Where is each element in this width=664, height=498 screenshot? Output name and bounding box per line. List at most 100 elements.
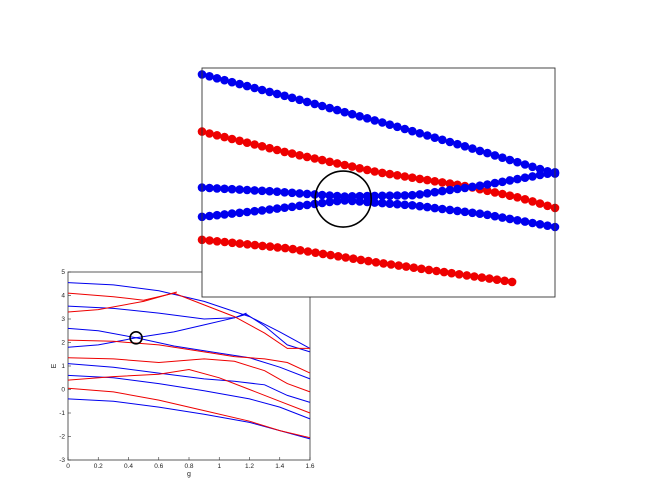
inset-dot (379, 259, 388, 268)
inset-dot (498, 189, 507, 199)
inset-dot (470, 272, 479, 281)
inset-dot (483, 148, 492, 158)
inset-dot (310, 190, 320, 199)
inset-dot (400, 172, 410, 181)
inset-dot (280, 91, 289, 101)
inset-dot (430, 203, 440, 213)
inset-dot (347, 162, 357, 171)
y-axis-label: E (51, 363, 58, 368)
inset-dot (400, 124, 410, 134)
inset-dot (408, 126, 417, 136)
inset-dot (520, 160, 530, 169)
inset-dot (378, 191, 387, 201)
inset-dot (235, 208, 244, 218)
series-line-red-11 (67, 357, 311, 393)
inset-dot (543, 221, 552, 230)
inset-dot (535, 164, 545, 174)
inset-dot (430, 177, 440, 186)
inset-series-blue-3 (197, 168, 560, 201)
inset-dot (340, 107, 350, 117)
inset-dot (212, 210, 222, 220)
inset-dot (332, 105, 342, 115)
inset-dot (295, 95, 304, 105)
inset-dot (408, 190, 417, 200)
y-tick-label: 3 (61, 316, 65, 323)
y-tick-label: -1 (59, 410, 65, 417)
inset-dot (265, 87, 274, 97)
inset-dot (242, 81, 252, 91)
inset-dot (445, 185, 455, 195)
inset-dot (340, 196, 350, 205)
inset-dot (265, 242, 275, 251)
inset-dot (257, 142, 267, 151)
inset-dot (520, 195, 530, 204)
inset-dot (220, 210, 229, 219)
inset-dot (362, 197, 372, 207)
inset-dot (543, 169, 552, 178)
inset-series-blue-4 (197, 196, 560, 232)
inset-dot (445, 179, 455, 188)
inset-dot (490, 151, 500, 160)
x-tick-label: 1.4 (275, 463, 284, 470)
series-line-red-13 (67, 387, 311, 439)
inset-dot (332, 196, 342, 206)
inset-dot (424, 265, 434, 275)
inset-dot (296, 246, 305, 255)
series-line-blue-1 (67, 282, 311, 349)
inset-dot (310, 154, 320, 163)
inset-dot (423, 131, 432, 140)
inset-dot (325, 197, 335, 207)
inset-dot (483, 186, 492, 196)
inset-dot (250, 83, 259, 93)
inset-dot (205, 211, 214, 221)
y-tick-label: -3 (59, 457, 65, 464)
inset-dot (475, 181, 485, 190)
inset-crossing-circle (314, 170, 373, 228)
inset-dot (528, 172, 537, 181)
x-tick-label: 1.2 (245, 463, 254, 470)
inset-dot (355, 197, 365, 206)
inset-dot (242, 185, 252, 195)
inset-dot (227, 184, 237, 194)
inset-dot (212, 237, 222, 246)
inset-dot (371, 258, 381, 267)
inset-dot (272, 187, 282, 196)
inset-dot (454, 270, 464, 279)
inset-dot (415, 129, 425, 138)
inset-dot (280, 243, 290, 253)
inset-dot (453, 206, 462, 216)
y-tick-label: 1 (61, 363, 65, 370)
inset-series-blue-1 (197, 70, 560, 178)
series-line-red-8 (67, 292, 310, 349)
inset-dot (295, 151, 304, 160)
inset-dot (341, 253, 351, 262)
inset-dot (468, 208, 477, 218)
x-axis-label: g (187, 471, 191, 478)
inset-dot (423, 189, 432, 198)
inset-dot-series (197, 70, 560, 287)
inset-dot (513, 174, 522, 184)
series-line-blue-4 (67, 312, 247, 348)
inset-dot (265, 186, 274, 196)
inset-dot (498, 153, 507, 162)
inset-dot (302, 152, 312, 162)
inset-dot (505, 214, 515, 224)
inset-dot (453, 184, 462, 194)
inset-dot (355, 164, 365, 173)
inset-dot (333, 251, 343, 261)
y-tick-label: 0 (61, 387, 65, 394)
inset-dot (423, 175, 432, 185)
inset-dot (393, 191, 402, 200)
inset-dot (430, 133, 440, 142)
inset-dot (505, 176, 515, 185)
inset-dot (475, 209, 485, 218)
inset-dot (303, 247, 313, 256)
inset-dot (287, 149, 297, 158)
inset-dot (460, 142, 470, 151)
inset-frame (201, 67, 556, 298)
series-line-blue-3 (67, 327, 311, 380)
inset-dot (438, 204, 447, 214)
inset-dot (490, 211, 500, 221)
inset-dot (220, 132, 229, 142)
inset-dot (205, 236, 214, 245)
